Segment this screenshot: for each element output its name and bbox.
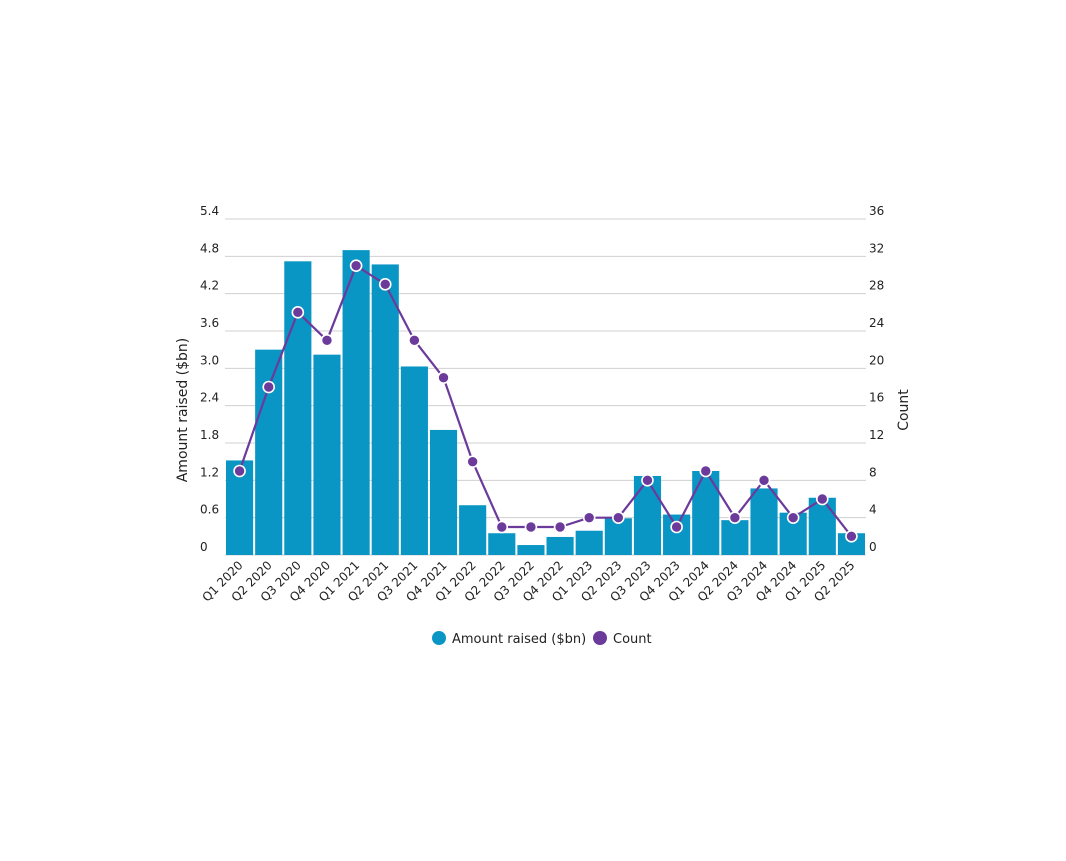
bar bbox=[604, 518, 632, 555]
bar bbox=[284, 261, 312, 555]
bars bbox=[226, 250, 865, 555]
count-point bbox=[378, 278, 392, 291]
left-tick-label: 5.4 bbox=[200, 204, 219, 218]
right-tick-label: 20 bbox=[869, 353, 884, 367]
bar bbox=[429, 429, 458, 555]
legend-bar-swatch bbox=[432, 631, 446, 645]
bar bbox=[721, 520, 749, 555]
bar bbox=[546, 536, 574, 555]
count-point bbox=[262, 380, 276, 394]
count-point bbox=[670, 520, 683, 534]
bar bbox=[342, 250, 370, 555]
right-tick-label: 24 bbox=[869, 316, 884, 330]
count-point bbox=[845, 530, 858, 543]
bar bbox=[692, 471, 720, 555]
count-point bbox=[815, 492, 829, 506]
count-line-series bbox=[233, 259, 858, 543]
left-axis-ticks: 0 0.6 1.2 1.8 2.4 3.0 3.6 4.2 4.8 5.4 bbox=[200, 204, 219, 554]
count-point bbox=[757, 474, 771, 487]
count-point bbox=[641, 474, 654, 487]
bar bbox=[633, 475, 662, 555]
count-point bbox=[291, 306, 305, 319]
count-point bbox=[728, 511, 742, 524]
left-tick-label: 1.2 bbox=[200, 465, 219, 479]
right-tick-label: 4 bbox=[869, 503, 877, 517]
count-line bbox=[238, 264, 853, 538]
right-tick-label: 32 bbox=[869, 241, 884, 255]
bar bbox=[371, 264, 399, 555]
count-point bbox=[233, 464, 246, 478]
bar bbox=[837, 533, 865, 555]
right-tick-label: 12 bbox=[869, 428, 884, 442]
bar bbox=[663, 514, 691, 555]
count-point bbox=[582, 511, 596, 524]
count-point bbox=[553, 520, 567, 534]
left-tick-label: 2.4 bbox=[200, 391, 219, 405]
left-tick-label: 4.2 bbox=[200, 279, 219, 293]
count-point bbox=[786, 511, 800, 524]
bar bbox=[808, 497, 836, 555]
bar bbox=[575, 530, 603, 555]
right-axis-ticks: 0 4 8 12 16 20 24 28 32 36 bbox=[869, 204, 884, 554]
count-point bbox=[612, 511, 625, 524]
left-tick-label: 3.0 bbox=[200, 353, 219, 367]
count-point bbox=[466, 455, 479, 468]
count-point bbox=[495, 520, 509, 534]
left-tick-label: 0.6 bbox=[200, 503, 219, 517]
right-tick-label: 36 bbox=[869, 204, 884, 218]
left-tick-label: 4.8 bbox=[200, 241, 219, 255]
right-tick-label: 16 bbox=[869, 391, 884, 405]
count-point bbox=[524, 520, 538, 534]
count-point bbox=[699, 464, 713, 478]
right-axis-title: Count bbox=[896, 389, 912, 431]
bar bbox=[750, 488, 778, 555]
legend-bar-label: Amount raised ($bn) bbox=[452, 632, 586, 647]
count-point bbox=[320, 334, 334, 347]
right-tick-label: 28 bbox=[869, 279, 884, 293]
right-tick-label: 8 bbox=[869, 465, 877, 479]
right-tick-label: 0 bbox=[869, 540, 877, 554]
bar bbox=[313, 354, 341, 555]
left-tick-label: 0 bbox=[200, 540, 208, 554]
bar bbox=[488, 533, 516, 555]
legend-line-swatch bbox=[593, 631, 607, 645]
left-tick-label: 3.6 bbox=[200, 316, 219, 330]
count-point bbox=[408, 334, 421, 347]
count-point bbox=[349, 259, 363, 272]
legend: Amount raised ($bn) Count bbox=[432, 631, 652, 647]
left-axis-title: Amount raised ($bn) bbox=[175, 338, 191, 483]
bar bbox=[400, 366, 428, 555]
bar bbox=[459, 505, 487, 555]
bar bbox=[517, 545, 545, 555]
legend-line-label: Count bbox=[613, 632, 652, 647]
bar bbox=[255, 349, 283, 555]
left-tick-label: 1.8 bbox=[200, 428, 219, 442]
count-point bbox=[437, 371, 450, 384]
